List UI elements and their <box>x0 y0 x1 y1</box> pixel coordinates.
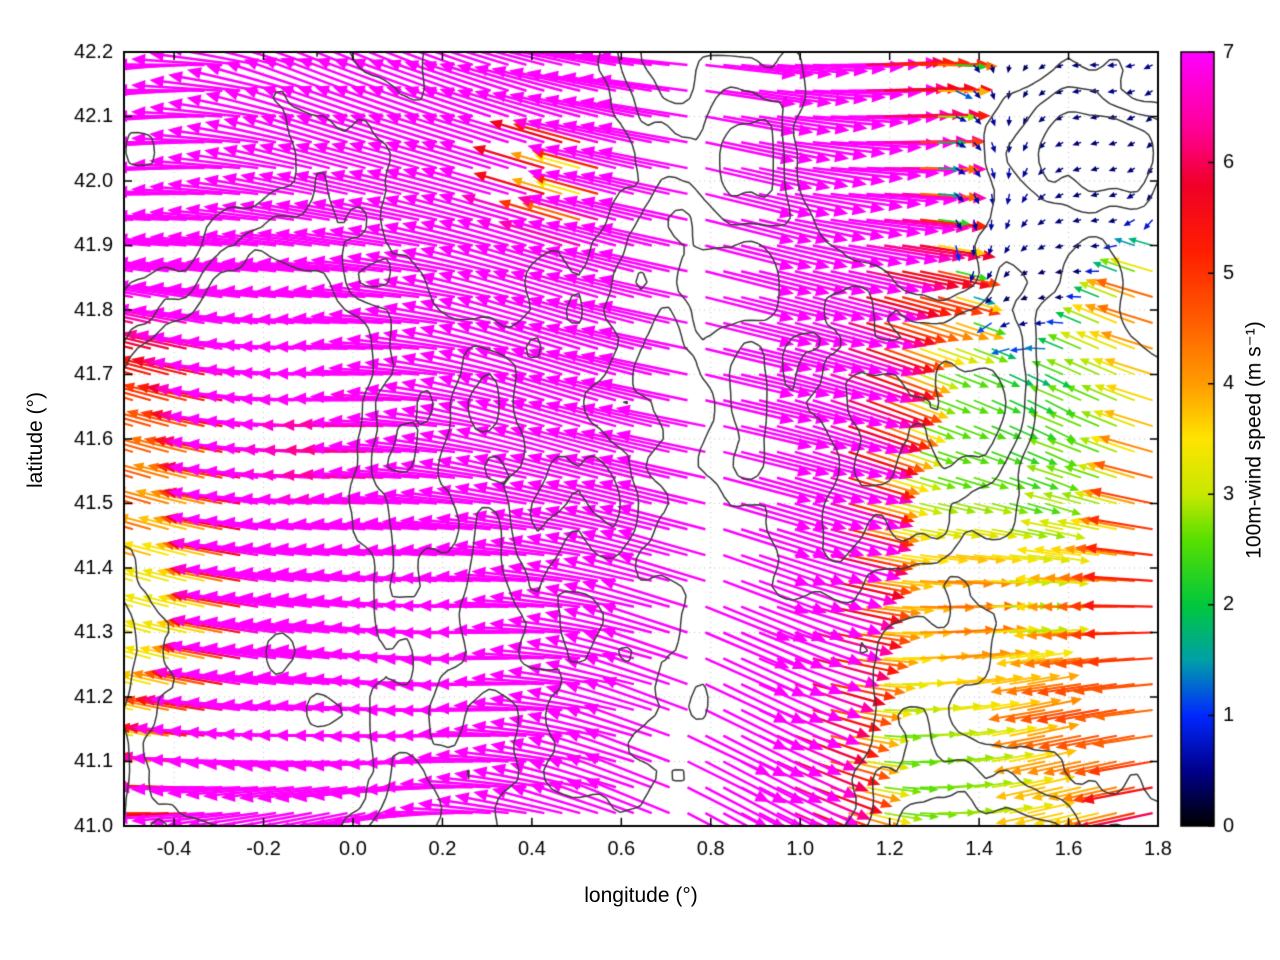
colorbar-label: 100m-wind speed (m s⁻¹) <box>1242 321 1266 559</box>
y-axis-label: latitude (°) <box>24 392 47 488</box>
x-axis-label: longitude (°) <box>584 884 698 907</box>
